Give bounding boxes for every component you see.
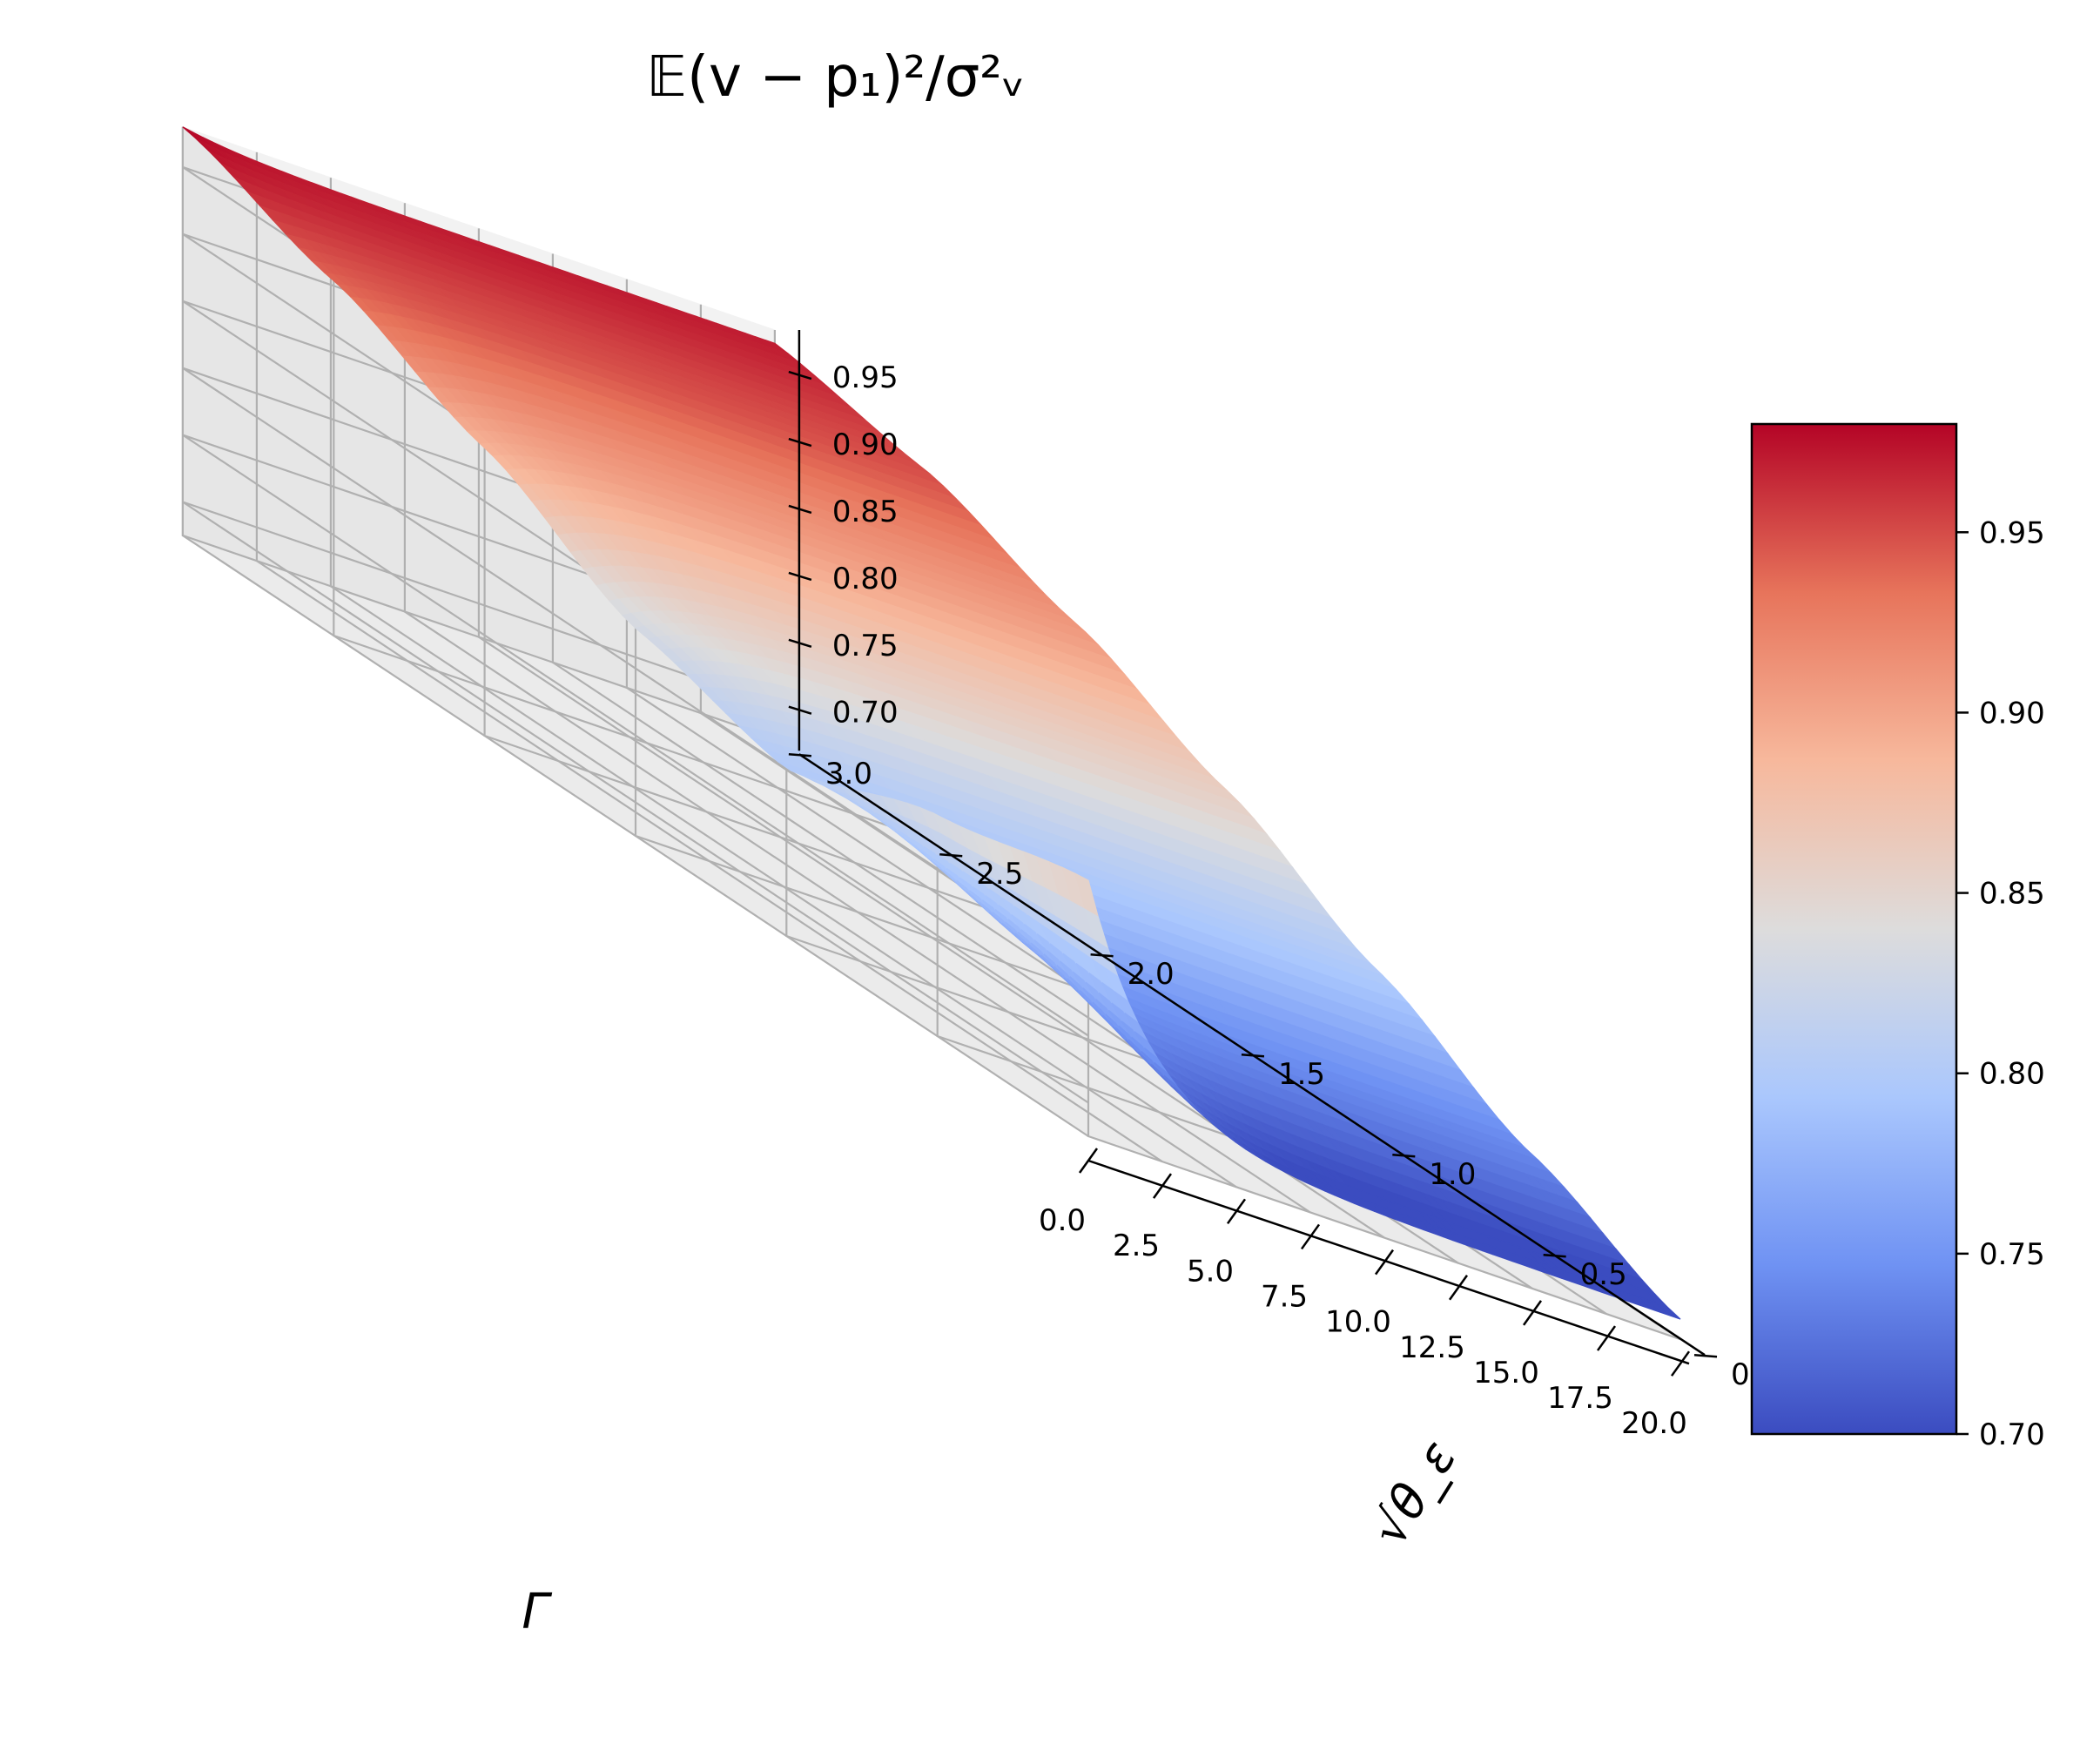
x-tick (1522, 1300, 1543, 1326)
surface-patch (1657, 1303, 1681, 1320)
colorbar: 0.70 0.75 0.80 0.85 0.90 0.95 (1750, 422, 2045, 1452)
y-tick (788, 752, 811, 757)
z-tick-label: 0.80 (832, 562, 899, 596)
z-tick-label: 0.70 (832, 696, 899, 731)
y-tick (1090, 953, 1114, 958)
x-tick-label: 5.0 (1187, 1254, 1234, 1289)
y-tick-label: 0.5 (1580, 1257, 1627, 1292)
colorbar-tick-label: 0.95 (1979, 515, 2045, 550)
y-tick (1693, 1353, 1718, 1358)
z-tick (788, 504, 812, 515)
x-tick-label: 17.5 (1547, 1381, 1613, 1416)
z-tick (788, 370, 812, 380)
z-tick (788, 437, 812, 448)
z-tick (788, 705, 812, 715)
x-tick (1078, 1148, 1099, 1174)
y-tick-label: 1.5 (1278, 1057, 1325, 1092)
gridline-z (182, 434, 1089, 1037)
x-tick-label: 12.5 (1399, 1330, 1465, 1365)
x-tick (1300, 1223, 1321, 1250)
y-tick (1543, 1253, 1566, 1258)
z-tick (788, 571, 812, 582)
z-tick-label: 0.75 (832, 629, 899, 663)
z-tick-label: 0.90 (832, 428, 899, 462)
colorbar-gradient (1750, 422, 1958, 1436)
chart-title: 𝔼(v − p₁)²/σ²ᵥ (646, 45, 1025, 110)
surface-plot (182, 126, 1681, 1320)
y-tick-label: 2.5 (976, 857, 1023, 892)
y-tick-label: 1.0 (1429, 1157, 1476, 1192)
y-axis-label: √θ_ε (1361, 1431, 1468, 1556)
gridline-y (483, 327, 1077, 940)
x-tick-label: 20.0 (1621, 1406, 1687, 1441)
x-tick-label: 10.0 (1325, 1305, 1391, 1340)
x-tick (1226, 1198, 1247, 1225)
gridline-z (182, 501, 1089, 1104)
y-tick (1241, 1053, 1265, 1058)
x-tick (1448, 1275, 1469, 1301)
z-tick (788, 638, 812, 649)
x-tick-label: 15.0 (1473, 1356, 1539, 1390)
x-tick-label: 7.5 (1261, 1279, 1308, 1314)
x-axis-line (1087, 1159, 1690, 1365)
y-tick-label: 2.0 (1128, 957, 1175, 992)
colorbar-tick-label: 0.80 (1979, 1057, 2045, 1092)
colorbar-tick-label: 0.75 (1979, 1237, 2045, 1272)
x-tick (1374, 1249, 1395, 1276)
gridline-y (181, 126, 776, 740)
gridline-y (333, 226, 926, 840)
x-tick (1596, 1325, 1617, 1351)
x-tick (1670, 1350, 1691, 1377)
z-tick-label: 0.85 (832, 495, 899, 529)
x-tick-label: 0.0 (1039, 1203, 1086, 1238)
y-tick (939, 852, 963, 858)
colorbar-tick-label: 0.85 (1979, 877, 2045, 912)
x-tick (1152, 1173, 1173, 1199)
y-tick (1392, 1153, 1416, 1158)
x-tick-label: 2.5 (1113, 1229, 1160, 1263)
colorbar-tick-label: 0.90 (1979, 696, 2045, 731)
y-tick-label: 3.0 (825, 757, 872, 791)
colorbar-tick-label: 0.70 (1979, 1417, 2045, 1452)
x-axis-label: Γ (522, 1584, 552, 1640)
z-tick-label: 0.95 (832, 360, 899, 395)
